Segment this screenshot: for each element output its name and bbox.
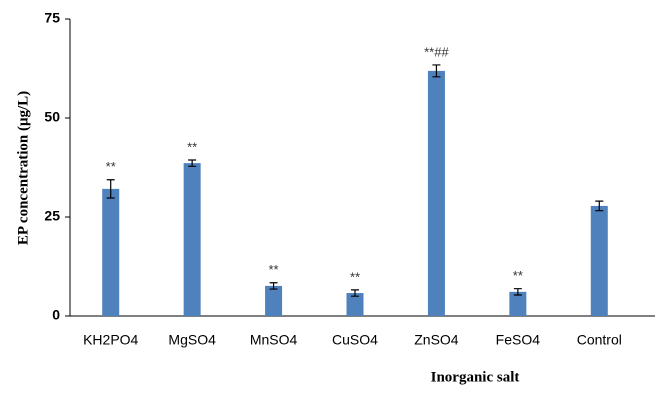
error-bar xyxy=(188,159,197,167)
error-bar xyxy=(595,200,604,212)
x-tick-label: MnSO4 xyxy=(250,332,298,348)
annotation: ** xyxy=(187,139,197,154)
annotation: ** xyxy=(269,262,279,277)
x-tick-label: CuSO4 xyxy=(332,332,378,348)
x-tick-label: MgSO4 xyxy=(168,332,216,348)
bar xyxy=(102,188,120,316)
x-axis-title: Inorganic salt xyxy=(431,369,520,385)
annotation: ** xyxy=(350,269,360,284)
bar xyxy=(265,285,283,316)
x-tick-label: FeSO4 xyxy=(496,332,541,348)
error-bar xyxy=(269,282,278,290)
bar xyxy=(346,293,364,316)
annotation: ** xyxy=(513,268,523,283)
error-bar xyxy=(106,179,115,199)
error-bar xyxy=(432,64,441,78)
y-tick-label: 0 xyxy=(52,307,60,323)
bar xyxy=(183,163,201,316)
bar xyxy=(509,291,527,316)
bar xyxy=(590,205,608,316)
annotation: **## xyxy=(424,44,449,59)
y-axis-title: EP concentration (μg/L) xyxy=(15,91,31,245)
x-tick-label: ZnSO4 xyxy=(414,332,459,348)
y-tick-label: 75 xyxy=(44,10,60,26)
y-tick-label: 25 xyxy=(44,208,60,224)
error-bar xyxy=(351,289,359,297)
bar xyxy=(427,70,445,316)
x-tick-label: KH2PO4 xyxy=(83,332,138,348)
annotation: ** xyxy=(106,159,116,174)
y-tick-label: 50 xyxy=(44,109,60,125)
x-tick-label: Control xyxy=(577,332,622,348)
error-bar xyxy=(513,288,522,296)
